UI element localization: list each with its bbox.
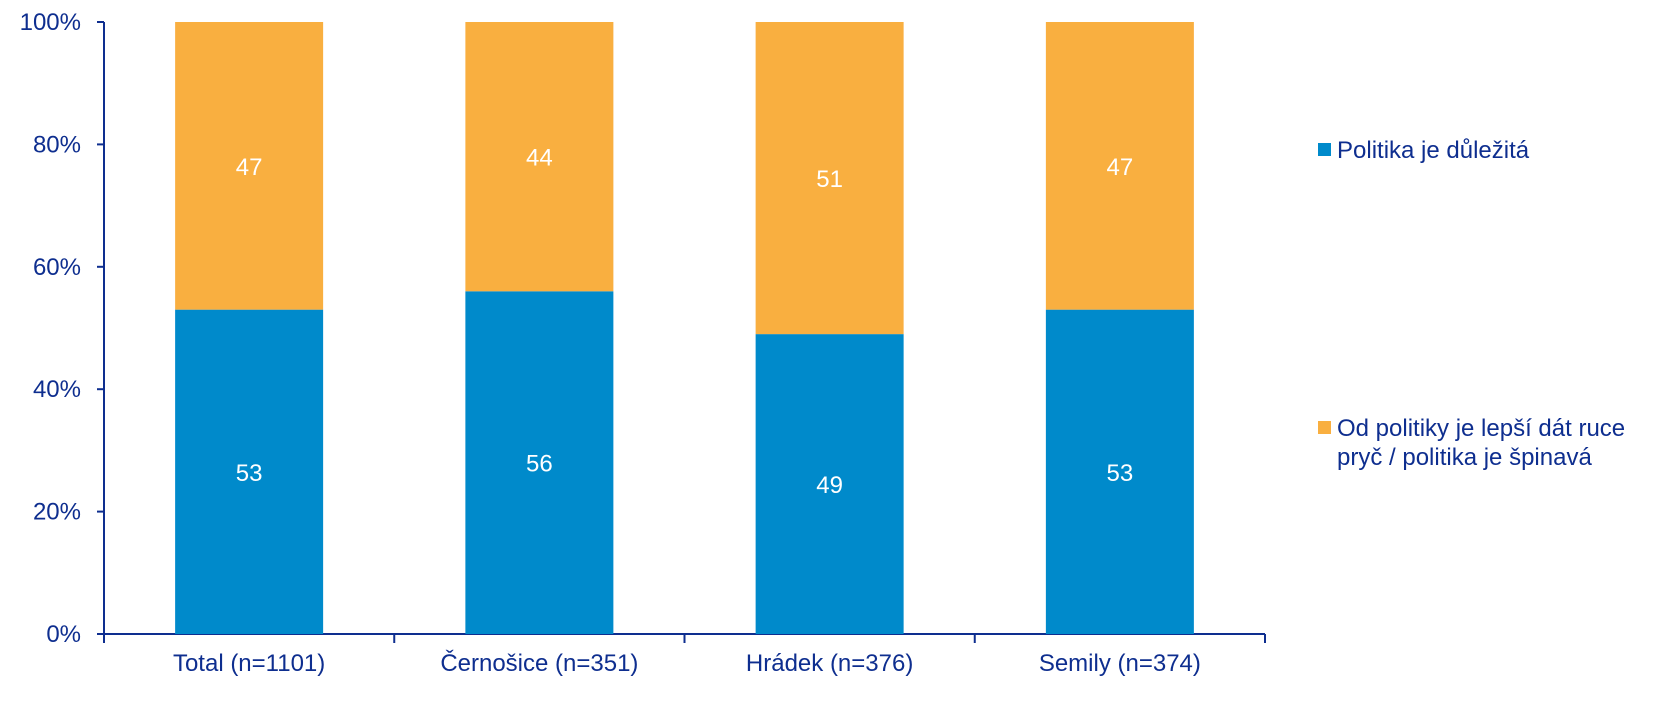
data-label: 47 <box>1107 154 1134 181</box>
legend-label-important: Politika je důležitá <box>1337 137 1530 164</box>
y-tick-label: 0% <box>46 621 81 648</box>
data-label: 53 <box>1107 460 1134 487</box>
data-label: 51 <box>816 166 843 193</box>
x-category-label: Hrádek (n=376) <box>746 650 913 677</box>
x-category-label: Černošice (n=351) <box>440 649 638 677</box>
bar-segment <box>175 22 324 310</box>
legend-swatch-important <box>1318 143 1331 156</box>
legend-item-important: Politika je důležitá <box>1318 136 1647 165</box>
y-tick-label: 100% <box>20 9 81 36</box>
y-tick-label: 60% <box>33 254 81 281</box>
data-label: 56 <box>526 451 553 478</box>
bar-segment <box>465 22 614 292</box>
data-label: 47 <box>236 154 263 181</box>
y-tick-label: 80% <box>33 131 81 158</box>
data-label: 44 <box>526 145 553 172</box>
bar-segment <box>1045 309 1194 634</box>
legend-item-dirty: Od politiky je lepší dát ruce pryč / pol… <box>1318 414 1647 472</box>
bar-segment <box>465 291 614 634</box>
bar-segment <box>755 22 904 335</box>
stacked-bar-chart: 0% 20% 40% 60% 80% 100% 53 47 Total (n=1101) 56 44… <box>20 9 1266 677</box>
bar-segment <box>755 334 904 634</box>
bar-segment <box>175 309 324 634</box>
legend-swatch-dirty <box>1318 421 1331 434</box>
x-category-label: Total (n=1101) <box>173 650 325 677</box>
data-label: 49 <box>816 472 843 499</box>
legend-label-dirty: Od politiky je lepší dát ruce pryč / pol… <box>1337 415 1626 471</box>
data-label: 53 <box>236 460 263 487</box>
x-category-label: Semily (n=374) <box>1039 650 1201 677</box>
y-tick-label: 40% <box>33 376 81 403</box>
bar-segment <box>1045 22 1194 310</box>
y-tick-label: 20% <box>33 499 81 526</box>
